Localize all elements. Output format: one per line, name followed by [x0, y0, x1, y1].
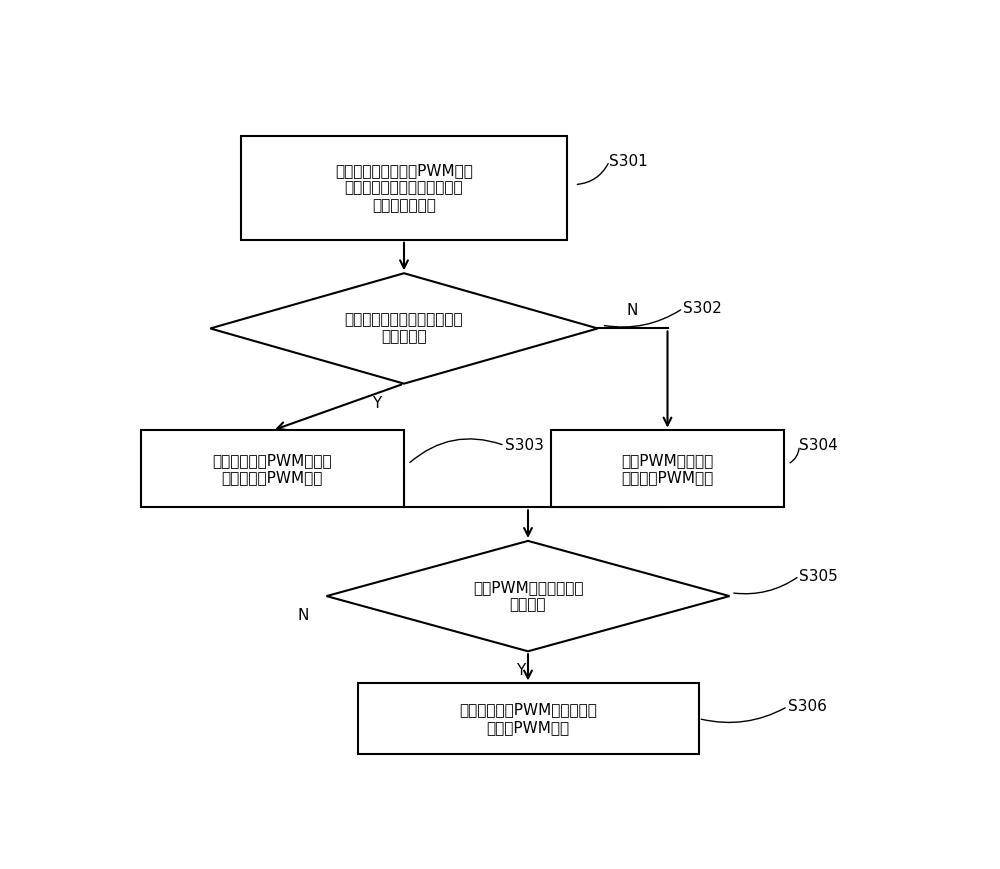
FancyBboxPatch shape [551, 430, 784, 507]
Text: S302: S302 [683, 301, 722, 315]
Text: S306: S306 [788, 699, 826, 714]
FancyBboxPatch shape [140, 430, 404, 507]
Text: N: N [627, 303, 638, 318]
Text: Y: Y [516, 663, 525, 679]
Text: 判断PWM信号配置信息
是否变化: 判断PWM信号配置信息 是否变化 [473, 580, 583, 613]
Text: 通过标志位是否有效判断机床
的运动状态: 通过标志位是否有效判断机床 的运动状态 [345, 312, 463, 345]
Text: N: N [298, 608, 309, 623]
Text: S304: S304 [799, 438, 838, 453]
FancyBboxPatch shape [358, 683, 698, 753]
Polygon shape [326, 541, 730, 651]
Text: Y: Y [372, 395, 382, 411]
Text: S303: S303 [505, 438, 544, 453]
Text: 根据变化后的PWM信号配置信
息生成PWM信号: 根据变化后的PWM信号配置信 息生成PWM信号 [459, 702, 597, 735]
Text: 根据PWM信号配置
信息生成PWM信号: 根据PWM信号配置 信息生成PWM信号 [621, 453, 714, 485]
FancyBboxPatch shape [241, 136, 567, 240]
Text: 根据模拟量和PWM信号配
置信息生成PWM信号: 根据模拟量和PWM信号配 置信息生成PWM信号 [212, 453, 332, 485]
Text: 获取机床运动信息和PWM信号
配置信息，机床运动信息包括
标志位和模拟量: 获取机床运动信息和PWM信号 配置信息，机床运动信息包括 标志位和模拟量 [335, 163, 473, 213]
Text: S305: S305 [799, 568, 838, 583]
Text: S301: S301 [609, 154, 648, 169]
Polygon shape [210, 273, 598, 383]
